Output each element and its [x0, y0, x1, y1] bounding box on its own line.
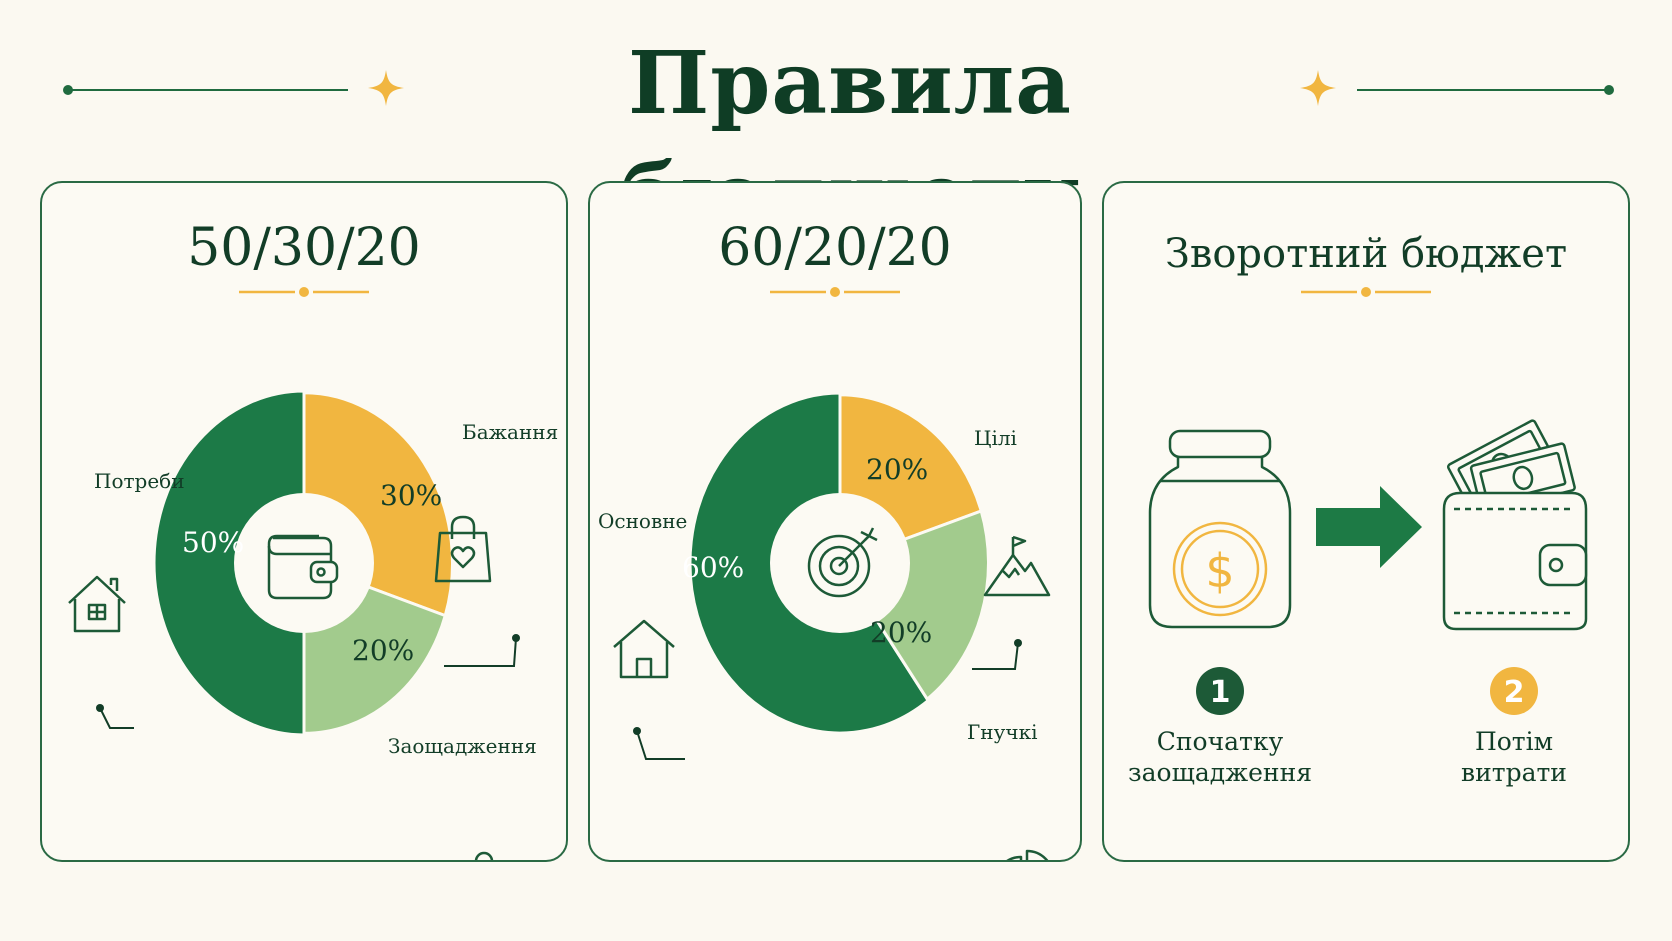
title-divider [239, 287, 369, 297]
slice-labels: 50% Потреби 30% Бажання 20% Заощадження [94, 420, 558, 758]
slice-name-label: Заощадження [388, 734, 537, 758]
slice-name-label: Бажання [462, 420, 558, 444]
donut-chart: 50% Потреби 30% Бажання 20% Заощадження [68, 389, 558, 860]
title-rule-right [1357, 89, 1609, 91]
house-icon [613, 619, 675, 679]
card-title: Зворотний бюджет [1164, 231, 1568, 277]
budget-card-50-30-20: 50/30/20 [40, 181, 568, 862]
slice-value-label: 20% [352, 634, 414, 667]
step-label-2: Потім витрати [1414, 726, 1614, 788]
arrow-right-icon [1316, 486, 1422, 568]
pie-chart-icon [1006, 849, 1049, 860]
step-label-line: Потім [1474, 727, 1554, 756]
slice-labels: 60% Основне 20% Цілі 20% Гнучкі [598, 426, 1037, 744]
wallet-with-cash-icon [1442, 419, 1588, 631]
step-label-1: Спочатку заощадження [1120, 726, 1320, 788]
slice-value-label: 20% [866, 453, 928, 486]
donut-hole [770, 493, 910, 633]
target-icon [807, 527, 878, 598]
step-label-line: заощадження [1127, 758, 1313, 787]
slice-value-label: 60% [682, 551, 744, 584]
callout-dot [512, 634, 520, 642]
reverse-budget-illustration: $ 1 2 [1148, 419, 1588, 715]
sparkle-icon [1300, 70, 1336, 106]
callout-dot [633, 727, 641, 735]
step-label-line: Спочатку [1156, 727, 1284, 756]
donut-hole [234, 493, 374, 633]
budget-card-60-20-20: 60/20/20 [588, 181, 1082, 862]
donut-chart: 60% Основне 20% Цілі 20% Гнучкі [598, 391, 1051, 860]
slice-name-label: Основне [598, 509, 687, 533]
donut-slice [152, 389, 306, 737]
callout-dot [96, 704, 104, 712]
title-line-end-dot [1604, 85, 1614, 95]
card-title: 60/20/20 [718, 218, 952, 278]
sparkle-icon [368, 70, 404, 106]
title-rule-left [68, 89, 348, 91]
step-badge-2 [1490, 667, 1538, 715]
step-badge-1 [1196, 667, 1244, 715]
step-number: 1 [1210, 675, 1231, 710]
step-number: 2 [1504, 675, 1525, 710]
card-title: 50/30/20 [187, 218, 421, 278]
reverse-budget-card: Зворотний бюджет $ [1102, 181, 1630, 862]
callout-lines [636, 642, 1019, 760]
title-row: Правила бюджету [0, 28, 1672, 246]
title-divider [1301, 287, 1431, 297]
slice-name-label: Потреби [94, 469, 185, 493]
wallet-icon [267, 534, 339, 600]
step-label-line: витрати [1461, 758, 1567, 787]
jar-with-coin-icon: $ [1148, 429, 1292, 629]
slice-value-label: 50% [182, 526, 244, 559]
slice-value-label: 20% [870, 616, 932, 649]
house-icon [68, 575, 126, 633]
callout-dot [1014, 639, 1022, 647]
slice-name-label: Цілі [974, 426, 1017, 450]
mountain-flag-icon [983, 535, 1051, 597]
shopping-bag-icon [434, 515, 492, 583]
callout-lines [99, 637, 517, 729]
title-divider [770, 287, 900, 297]
svg-text:$: $ [1205, 544, 1234, 598]
slice-name-label: Гнучкі [967, 720, 1037, 744]
piggy-bank-icon [474, 851, 494, 860]
slice-value-label: 30% [380, 479, 442, 512]
